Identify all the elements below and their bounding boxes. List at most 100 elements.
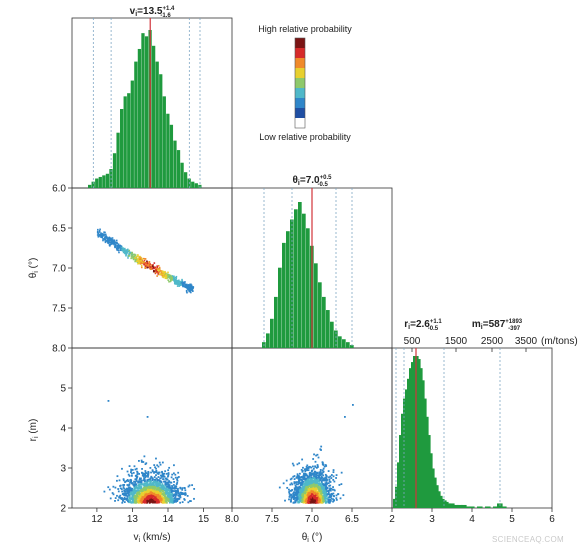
v-theta-point [182,285,184,287]
v-theta-point [114,242,117,244]
v-theta-point [153,262,156,264]
theta-r-point [322,467,325,470]
theta-r-point [301,494,304,497]
theta-r-point [311,480,314,482]
theta-hist-bar [286,231,290,348]
theta-r-point [320,487,323,490]
theta-r-point [340,471,343,474]
v-theta-point [109,243,112,246]
r-x-tick-label: 5 [509,514,515,525]
theta-r-point [324,483,327,485]
theta-r-point [309,477,312,479]
v-r-point [149,489,152,491]
theta-r-point [304,484,306,487]
colorbar-swatch [295,78,305,89]
theta-r-point [309,481,312,483]
v-theta-point [190,283,192,286]
theta-r-point [290,489,293,492]
theta-r-point [296,496,299,498]
v-r-point [165,498,168,501]
v-theta-point [132,256,134,258]
theta-r-point [325,483,328,485]
theta-r-point [340,483,343,486]
v-r-point [152,470,154,473]
theta-r-point [303,486,306,489]
v-r-point [136,499,139,502]
theta-r-point [304,470,307,473]
v-theta-point [116,242,118,244]
v-theta-point [109,241,111,244]
v-r-point [160,498,163,501]
theta-title: θi=7.0+0.5 -0.5 [293,175,333,188]
theta-r-point [317,476,320,479]
v-theta-point [185,290,188,293]
theta-r-point [314,465,316,468]
theta-r-point [319,494,322,496]
v-hist-bar [134,61,138,188]
theta-y-axis-label: θi (°) [28,258,40,279]
v-theta-point [126,252,129,254]
theta-r-point [308,465,311,468]
mass-tick-label: 500 [404,336,421,347]
v-r-point [145,472,148,475]
v-r-point [136,492,138,494]
v-r-point [161,483,164,486]
theta-r-point [312,458,315,460]
v-theta-point [158,269,161,271]
v-theta-point [107,242,109,244]
theta-r-point [304,478,307,481]
theta-r-point [319,488,322,491]
v-r-point [119,497,122,499]
v-theta-point [154,271,157,274]
theta-r-point [302,499,305,501]
theta-r-point [335,474,338,476]
v-r-point [150,480,152,483]
v-r-point [167,474,170,477]
v-r-point [137,495,139,498]
theta-hist-bar [346,342,350,348]
theta-r-point [278,486,281,489]
theta-r-point [297,486,300,489]
v-theta-point [152,264,154,266]
theta-x-tick-label: 7.0 [305,514,319,525]
theta-r-point [313,477,316,480]
v-r-point [155,483,158,486]
v-r-point [172,478,175,480]
theta-r-point [335,498,338,501]
theta-r-point [352,404,354,406]
theta-r-point [319,479,322,481]
theta-r-point [288,492,291,495]
theta-r-point [314,460,317,463]
v-r-point [149,498,152,501]
v-r-point [154,479,157,481]
v-r-point [165,500,167,503]
v-r-point [133,486,136,489]
v-r-point [140,481,143,484]
v-theta-point [177,279,180,282]
v-r-point [133,480,135,483]
v-theta-point [113,243,115,246]
v-r-point [143,484,145,487]
v-theta-point [169,274,172,277]
theta-r-point [320,495,323,498]
v-theta-point [170,278,172,280]
colorbar-bottom-label: Low relative probability [259,132,351,142]
theta-r-point [304,500,307,502]
v-theta-point [144,258,146,260]
theta-r-point [327,490,330,492]
v-theta-point [132,253,134,256]
v-r-point [179,496,182,499]
v-theta-point [106,236,108,239]
theta-r-point [284,499,286,502]
v-theta-point [164,270,166,273]
theta-r-point [301,469,304,472]
v-r-point [164,480,167,483]
v-r-point [141,497,144,500]
v-r-point [162,474,165,477]
v-theta-point [171,278,173,281]
v-r-point [184,489,187,492]
v-r-point [138,492,141,495]
v-theta-point [155,267,158,270]
theta-r-point [314,495,317,498]
theta-r-point [297,500,300,503]
